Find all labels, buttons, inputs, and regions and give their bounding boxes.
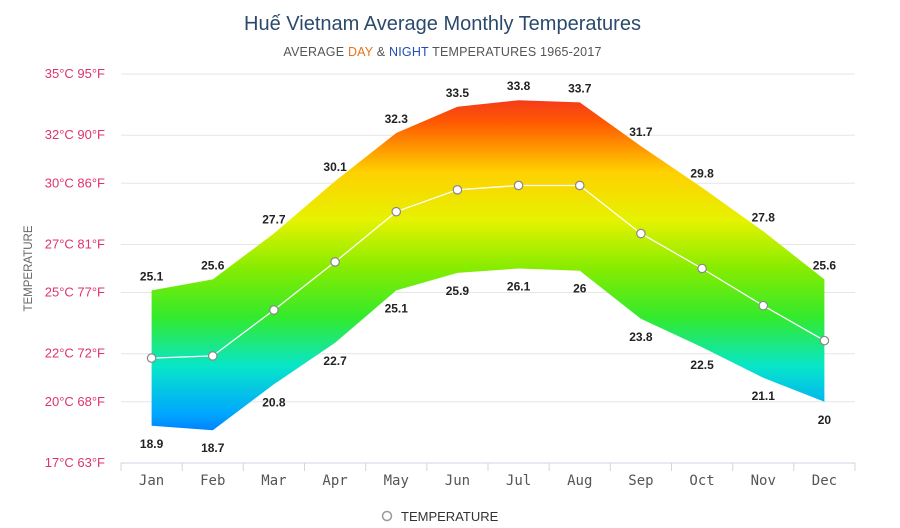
night-value-label: 20: [818, 413, 832, 427]
x-tick-label: Oct: [689, 473, 714, 489]
average-point: [819, 335, 830, 346]
night-value-label: 18.7: [201, 441, 225, 455]
x-tick-label: Jun: [445, 473, 470, 489]
average-point: [269, 305, 279, 315]
subtitle-suffix: TEMPERATURES 1965-2017: [428, 45, 602, 59]
day-value-label: 29.8: [690, 167, 714, 181]
average-point: [697, 263, 707, 274]
x-tick-label: Feb: [200, 473, 225, 489]
x-tick-label: Nov: [751, 473, 776, 489]
x-tick-label: Jan: [139, 473, 164, 489]
night-value-label: 23.8: [629, 330, 653, 344]
night-value-label: 26: [573, 282, 587, 296]
y-tick-label: 32°C 90°F: [45, 127, 105, 142]
day-value-label: 27.8: [752, 210, 776, 224]
day-value-label: 25.1: [140, 269, 164, 283]
legend-label: TEMPERATURE: [401, 509, 499, 524]
night-value-label: 25.9: [446, 284, 470, 298]
average-temperature-line: [151, 184, 825, 359]
night-value-label: 18.9: [140, 437, 164, 451]
y-tick-label: 25°C 77°F: [45, 285, 105, 300]
x-tick-label: Jul: [506, 473, 531, 489]
chart-title: Huế Vietnam Average Monthly Temperatures: [244, 13, 641, 35]
day-value-label: 33.5: [446, 86, 470, 100]
average-point: [452, 185, 463, 195]
subtitle-amp: &: [373, 45, 389, 59]
night-value-label: 22.5: [690, 358, 714, 372]
y-tick-label: 17°C 63°F: [45, 455, 105, 470]
average-point: [146, 353, 157, 363]
average-point: [636, 228, 646, 239]
y-tick-label: 35°C 95°F: [45, 66, 105, 81]
night-value-label: 26.1: [507, 280, 531, 294]
subtitle-day-word: DAY: [347, 45, 374, 59]
x-tick-label: Sep: [628, 473, 653, 489]
day-value-label: 30.1: [323, 160, 347, 174]
average-point: [330, 257, 340, 267]
y-tick-label: 22°C 72°F: [45, 346, 105, 361]
legend-marker: [381, 510, 393, 522]
day-value-label: 33.8: [507, 79, 531, 93]
average-point: [574, 180, 585, 191]
y-axis-title: TEMPERATURE: [23, 225, 35, 311]
night-value-label: 20.8: [262, 395, 286, 409]
day-value-label: 25.6: [201, 258, 225, 272]
average-point: [513, 180, 524, 191]
average-point: [391, 206, 402, 217]
average-point: [758, 300, 769, 311]
y-tick-label: 27°C 81°F: [45, 236, 105, 251]
day-value-label: 33.7: [568, 81, 592, 95]
night-value-label: 25.1: [385, 301, 409, 315]
x-tick-label: Apr: [322, 473, 347, 489]
day-value-label: 25.6: [813, 258, 837, 272]
day-night-band: [151, 100, 825, 431]
subtitle-night-word: NIGHT: [389, 45, 429, 59]
day-value-label: 31.7: [629, 125, 653, 139]
x-tick-label: Dec: [812, 473, 837, 489]
x-tick-label: Aug: [567, 473, 592, 489]
y-tick-label: 20°C 68°F: [45, 394, 105, 409]
average-point: [207, 351, 218, 361]
y-tick-label: 30°C 86°F: [45, 175, 105, 190]
x-tick-label: Mar: [261, 473, 286, 489]
day-value-label: 27.7: [262, 213, 286, 227]
subtitle-prefix: AVERAGE: [283, 45, 348, 59]
night-value-label: 21.1: [752, 389, 776, 403]
x-tick-label: May: [384, 473, 409, 489]
chart-subtitle: AVERAGE DAY & NIGHT TEMPERATURES 1965-20…: [0, 45, 885, 59]
night-value-label: 22.7: [323, 354, 347, 368]
day-value-label: 32.3: [385, 112, 409, 126]
